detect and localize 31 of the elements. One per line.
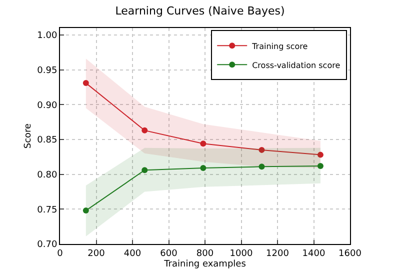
y-axis-title: Score [24,122,34,149]
y-tick-label: 0.85 [37,136,58,146]
legend-label: Cross-validation score [252,60,340,70]
point [317,152,324,158]
point [200,140,206,147]
point [142,127,148,134]
y-tick-label: 1.00 [37,31,58,42]
x-tick-label: 1000 [230,248,253,259]
point [258,164,265,170]
x-tick-label: 1200 [266,248,290,259]
y-tick-label: 0.80 [37,170,58,180]
y-tick-label: 0.95 [37,66,58,76]
x-tick-label: 200 [88,248,106,259]
y-tick-label: 0.70 [37,240,58,250]
point [200,165,206,172]
y-tick-label: 0.75 [37,205,58,216]
x-tick-label: 400 [124,248,142,259]
legend-label: Training score [251,42,308,51]
x-tick-label: 1400 [302,248,326,259]
x-tick-label: 0 [57,248,64,259]
point [82,208,89,214]
point [142,167,148,174]
point [317,162,324,169]
x-axis-title: Training examples [163,260,246,270]
x-tick-label: 800 [196,248,214,259]
point [82,80,89,86]
x-tick-label: 600 [160,248,178,259]
y-tick-label: 0.90 [37,100,58,111]
point [258,146,265,153]
x-tick-label: 1600 [338,248,362,259]
chart-title: Learning Curves (Naive Bayes) [115,4,285,18]
